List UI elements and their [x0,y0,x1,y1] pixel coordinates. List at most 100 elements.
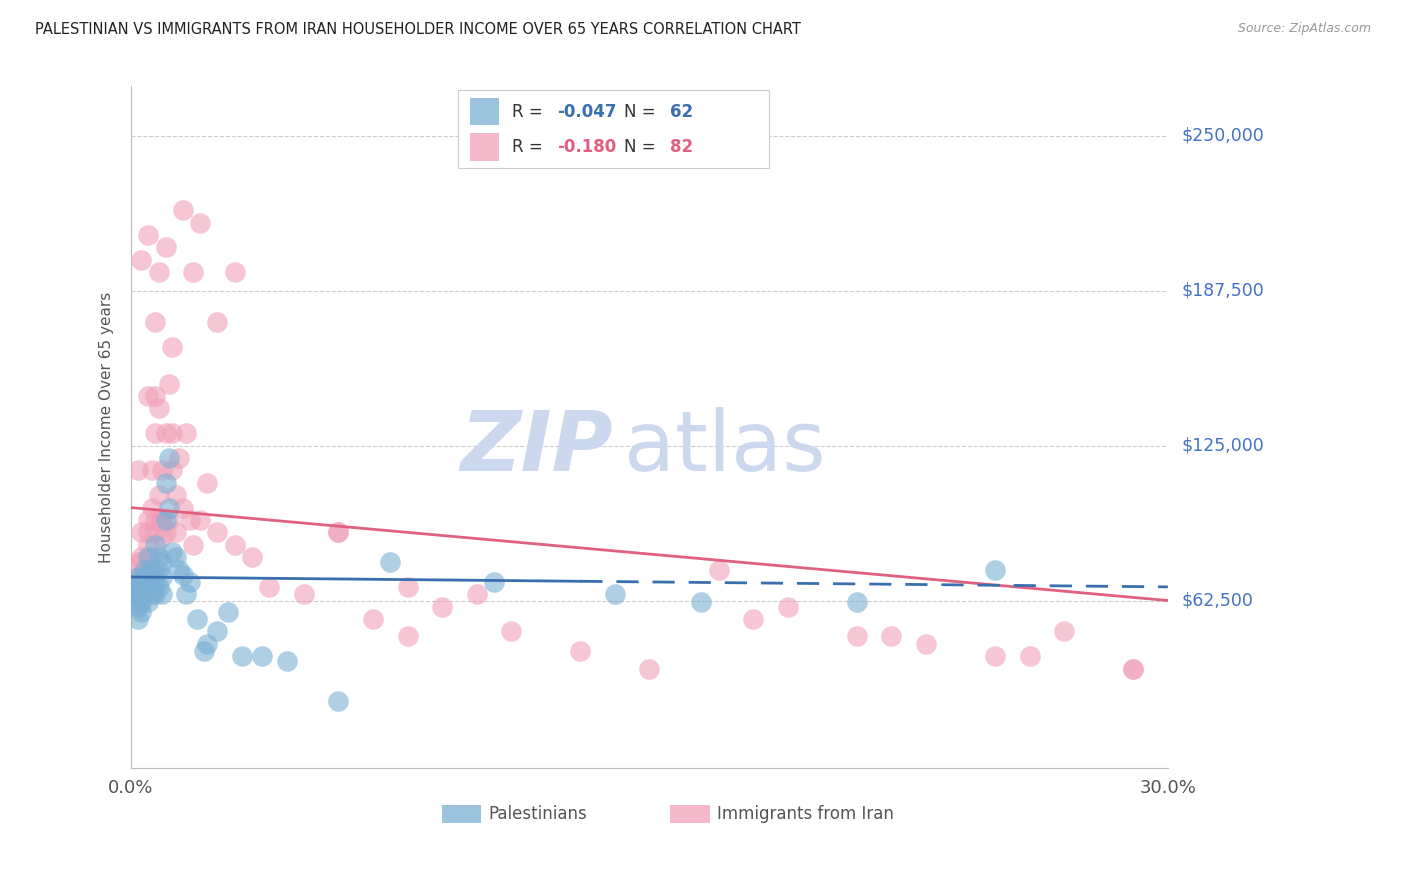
Point [240,550,263,565]
Point [148,563,170,577]
Point [984,649,1007,664]
Text: R =: R = [512,103,547,120]
Point [169,563,191,577]
Point [136,525,159,540]
Point [150,587,173,601]
Text: atlas: atlas [623,407,825,488]
Point [984,563,1007,577]
Bar [470,134,499,161]
Point [141,570,163,584]
Point [188,216,211,230]
Point [134,580,156,594]
Y-axis label: Householder Income Over 65 years: Householder Income Over 65 years [100,292,114,563]
Point [141,563,163,577]
Point [157,376,180,391]
Point [162,545,184,559]
Point [131,574,153,589]
Point [136,580,159,594]
Text: -0.047: -0.047 [557,103,617,120]
Point [186,612,208,626]
Point [141,463,163,477]
Point [396,580,419,594]
Point [150,530,173,544]
Point [141,563,163,577]
Point [162,426,184,441]
Point [482,574,505,589]
Point [328,694,350,708]
Point [195,475,218,490]
Point [143,525,166,540]
Point [124,580,146,594]
Point [131,580,153,594]
Point [155,475,177,490]
Point [188,513,211,527]
Point [172,500,194,515]
Text: PALESTINIAN VS IMMIGRANTS FROM IRAN HOUSEHOLDER INCOME OVER 65 YEARS CORRELATION: PALESTINIAN VS IMMIGRANTS FROM IRAN HOUS… [35,22,801,37]
Point [157,513,180,527]
Point [155,426,177,441]
Bar [470,98,499,125]
Text: Source: ZipAtlas.com: Source: ZipAtlas.com [1237,22,1371,36]
Point [155,525,177,540]
Text: $62,500: $62,500 [1181,591,1254,609]
Point [127,580,149,594]
Point [134,580,156,594]
Point [143,389,166,403]
Point [155,513,177,527]
Point [131,525,153,540]
Point [396,630,419,644]
Point [207,525,229,540]
Point [143,426,166,441]
Point [124,574,146,589]
Point [136,567,159,582]
Point [380,555,402,569]
Point [915,637,938,651]
Point [127,612,149,626]
Text: $250,000: $250,000 [1181,127,1264,145]
Point [224,265,246,279]
Point [148,488,170,502]
Point [124,595,146,609]
Point [276,654,298,668]
Point [169,450,191,465]
Point [127,463,149,477]
Point [252,649,274,664]
Point [136,550,159,565]
Point [430,599,453,614]
Point [207,315,229,329]
Point [217,605,239,619]
Point [172,567,194,582]
Point [162,463,184,477]
Point [143,587,166,601]
Point [134,570,156,584]
Point [328,525,350,540]
Point [143,567,166,582]
Point [127,587,149,601]
Point [179,513,201,527]
Point [179,574,201,589]
Point [361,612,384,626]
Point [150,513,173,527]
Point [603,587,626,601]
Text: N =: N = [623,103,661,120]
Point [150,463,173,477]
Text: $187,500: $187,500 [1181,282,1264,300]
Text: N =: N = [623,138,661,156]
Point [150,555,173,569]
Point [165,550,187,565]
Point [193,644,215,658]
Point [148,265,170,279]
Point [136,595,159,609]
Point [143,538,166,552]
Point [231,649,253,664]
Text: 62: 62 [671,103,693,120]
Point [195,637,218,651]
Point [131,595,153,609]
Point [157,450,180,465]
Point [148,401,170,416]
Point [465,587,488,601]
Point [127,555,149,569]
Point [124,587,146,601]
Point [136,538,159,552]
Point [172,203,194,218]
